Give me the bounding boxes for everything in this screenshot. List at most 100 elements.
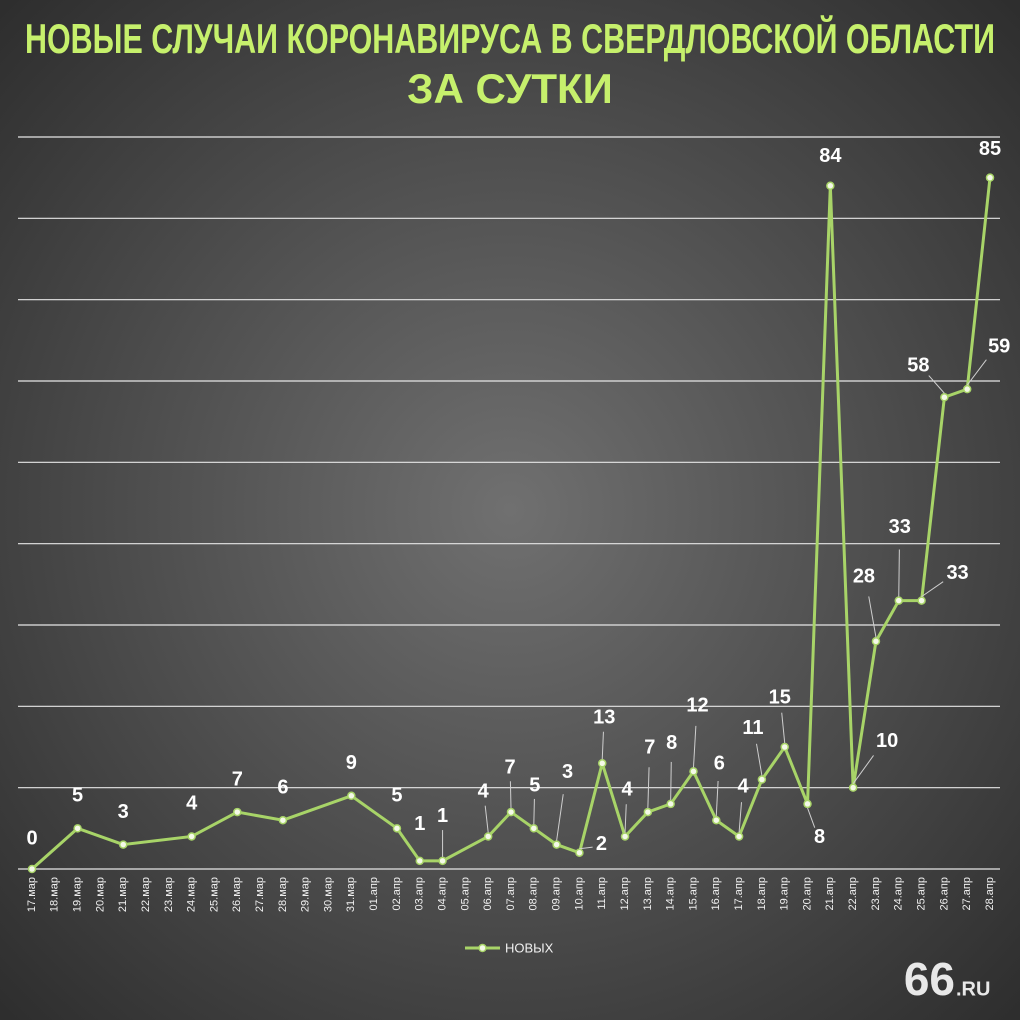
- chart-title: НОВЫЕ СЛУЧАИ КОРОНАВИРУСА В СВЕРДЛОВСКОЙ…: [25, 14, 995, 62]
- point: [803, 799, 812, 809]
- x-tick-label: 26.апр: [938, 877, 950, 910]
- data-label: 12: [686, 695, 708, 717]
- point: [187, 832, 196, 841]
- data-label: 85: [979, 138, 1001, 160]
- data-label: 59: [988, 335, 1010, 357]
- point: [848, 783, 858, 792]
- chart-title: ЗА СУТКИ: [407, 65, 613, 112]
- point: [483, 832, 493, 841]
- x-tick-label: 13.апр: [642, 877, 654, 910]
- data-label: 2: [596, 833, 607, 855]
- x-tick-label: 18.мар: [49, 877, 61, 912]
- data-label: 13: [593, 707, 615, 729]
- point: [643, 807, 653, 817]
- logo: 66: [904, 953, 955, 1005]
- point: [438, 856, 447, 866]
- x-tick-label: 20.апр: [801, 877, 813, 910]
- leader-line: [601, 731, 604, 760]
- leader-line: [921, 581, 944, 598]
- data-label: 3: [562, 761, 573, 783]
- leader-line: [852, 755, 874, 784]
- point: [917, 596, 926, 605]
- data-label: 6: [277, 776, 288, 798]
- x-tick-label: 31.мар: [345, 877, 357, 912]
- leader-line: [556, 794, 564, 841]
- point: [734, 832, 744, 841]
- x-tick-label: 06.апр: [482, 877, 494, 910]
- x-tick-label: 19.апр: [779, 877, 791, 910]
- x-tick-label: 24.мар: [186, 877, 198, 912]
- data-label: 7: [504, 756, 515, 778]
- data-label: 5: [529, 775, 540, 797]
- x-tick-label: 14.апр: [665, 877, 677, 910]
- x-tick-label: 21.мар: [117, 877, 129, 912]
- point: [575, 848, 584, 857]
- x-tick-label: 16.апр: [710, 877, 722, 910]
- x-tick-label: 25.апр: [915, 877, 927, 910]
- x-tick-label: 25.мар: [208, 877, 220, 912]
- point: [73, 824, 82, 833]
- point: [552, 840, 561, 849]
- x-tick-label: 09.апр: [551, 877, 563, 910]
- leader-line: [928, 375, 945, 394]
- leader-line: [781, 712, 786, 744]
- x-tick-label: 12.апр: [619, 877, 631, 910]
- data-label: 6: [714, 752, 725, 774]
- leader-line: [484, 805, 489, 833]
- x-tick-label: 04.апр: [436, 877, 448, 910]
- leader-line: [738, 802, 742, 833]
- point: [871, 637, 881, 646]
- point: [894, 596, 904, 605]
- point: [780, 742, 789, 752]
- leader-line: [509, 781, 512, 809]
- point: [962, 384, 972, 394]
- leader-line: [624, 804, 627, 833]
- x-tick-label: 23.апр: [870, 877, 882, 910]
- x-tick-label: 07.апр: [505, 877, 517, 910]
- leader-line: [807, 807, 816, 828]
- data-label: 11: [742, 717, 763, 739]
- data-label: 4: [738, 776, 750, 798]
- x-tick-label: 27.апр: [961, 877, 973, 910]
- point: [415, 856, 425, 866]
- data-label: 5: [72, 785, 83, 807]
- point: [118, 840, 128, 849]
- data-label: 15: [769, 686, 791, 708]
- data-label: 0: [26, 827, 37, 849]
- x-tick-label: 22.мар: [140, 877, 152, 912]
- data-label: 84: [819, 145, 842, 167]
- data-label: 4: [478, 781, 490, 803]
- leader-line: [647, 767, 650, 809]
- leader-line: [715, 780, 719, 817]
- leader-line: [692, 725, 697, 768]
- point: [233, 807, 242, 817]
- point: [347, 791, 356, 801]
- point: [27, 864, 37, 874]
- point: [712, 815, 721, 825]
- point: [985, 173, 995, 182]
- x-tick-label: 28.мар: [277, 877, 289, 912]
- data-label: 33: [889, 516, 911, 538]
- point: [529, 824, 539, 833]
- x-tick-label: 17.апр: [733, 877, 745, 910]
- point: [757, 775, 767, 784]
- data-label: 33: [946, 562, 968, 584]
- legend-label: НОВЫХ: [505, 940, 554, 955]
- point: [666, 799, 675, 809]
- x-tick-label: 01.апр: [368, 877, 380, 910]
- data-label: 5: [391, 785, 402, 807]
- data-label: 8: [666, 732, 677, 754]
- leader-line: [898, 549, 900, 597]
- point: [597, 759, 607, 768]
- x-tick-label: 05.апр: [459, 877, 471, 910]
- point: [392, 824, 402, 833]
- leader-line: [579, 846, 593, 850]
- leader-line: [670, 761, 672, 800]
- x-tick-label: 27.мар: [254, 877, 266, 912]
- x-tick-label: 23.мар: [163, 877, 175, 912]
- x-tick-label: 18.апр: [756, 877, 768, 910]
- point: [826, 181, 835, 191]
- data-label: 4: [621, 779, 633, 801]
